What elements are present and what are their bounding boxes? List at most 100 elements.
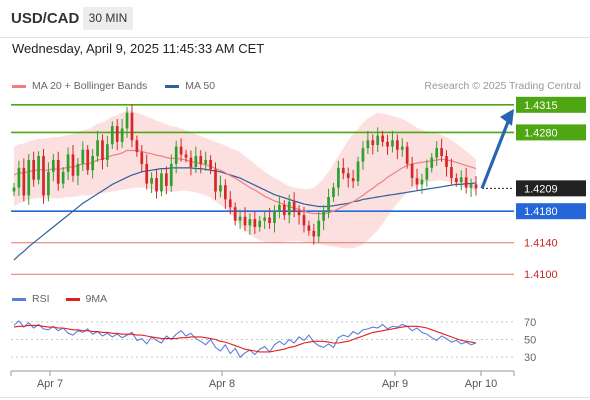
candle-body: [120, 128, 124, 142]
candle-body: [219, 185, 222, 192]
candle-body: [214, 169, 217, 192]
candle-body: [351, 178, 355, 182]
current-price-tag: [516, 180, 586, 197]
candle-body: [110, 126, 114, 145]
candle-body: [174, 146, 178, 164]
candle-body: [332, 187, 335, 198]
candle-body: [297, 211, 301, 216]
candle-body: [346, 173, 350, 179]
current-price-label: 1.4209: [524, 183, 558, 195]
candle-body: [209, 159, 212, 170]
ma9-swatch: [65, 297, 80, 301]
candle-body: [302, 215, 306, 226]
candle-body: [258, 220, 262, 227]
x-tick-label: Apr 9: [382, 378, 408, 390]
rsi-legend: RSI 9MA: [12, 293, 123, 305]
timeframe-selector[interactable]: 30 MIN: [83, 7, 133, 30]
candle-body: [37, 156, 40, 180]
ma9-legend-label: 9MA: [85, 293, 108, 305]
candle-body: [430, 157, 434, 168]
candle-body: [179, 146, 183, 155]
candle-body: [248, 219, 252, 226]
ma20-legend-label: MA 20 + Bollinger Bands: [32, 80, 148, 92]
candle-body: [445, 156, 448, 168]
candle-body: [371, 140, 375, 146]
candle-body: [66, 154, 70, 172]
candle-body: [238, 216, 242, 221]
candle-body: [292, 201, 296, 212]
level-tag-1.4280: [516, 124, 586, 141]
candle-body: [47, 171, 50, 196]
legend-item-rsi: RSI: [12, 293, 50, 305]
x-tick-label: Apr 7: [37, 378, 63, 390]
x-tick-label: Apr 10: [465, 378, 497, 390]
symbol-label: USD/CAD: [11, 10, 80, 27]
bollinger-band: [14, 110, 476, 249]
candle-body: [327, 197, 330, 212]
candle-body: [263, 217, 267, 221]
candle-body: [469, 184, 473, 188]
candle-body: [86, 149, 90, 171]
candle-body: [405, 146, 409, 164]
legend-item-ma9: 9MA: [65, 293, 108, 305]
rsi-ma9-line: [13, 324, 477, 353]
candle-body: [189, 157, 193, 168]
level-label-1.4140: 1.4140: [524, 238, 558, 250]
candle-body: [278, 204, 281, 212]
candle-body: [81, 149, 85, 164]
candle-body: [22, 167, 26, 196]
candle-body: [243, 216, 247, 226]
candle-body: [391, 140, 394, 147]
candle-body: [400, 146, 404, 150]
candle-body: [223, 185, 227, 200]
candle-body: [17, 167, 21, 188]
price-legend: MA 20 + Bollinger Bands MA 50: [12, 80, 233, 92]
candle-body: [106, 144, 109, 160]
candle-body: [125, 112, 129, 129]
candle-body: [194, 156, 198, 168]
candle-body: [454, 178, 458, 183]
candle-body: [135, 140, 139, 153]
forecast-arrow-shaft: [480, 116, 512, 189]
ma50-line: [13, 167, 477, 261]
candle-body: [415, 178, 419, 185]
copyright-text: Research © 2025 Trading Central: [424, 80, 581, 92]
level-label-1.4280: 1.4280: [524, 127, 558, 139]
candle-body: [27, 159, 31, 196]
candle-body: [130, 112, 134, 141]
candle-body: [287, 201, 291, 216]
candle-body: [145, 163, 149, 184]
ma20-line: [13, 149, 477, 215]
level-label-1.4180: 1.4180: [524, 206, 558, 218]
candle-body: [140, 152, 144, 164]
legend-item-ma50: MA 50: [165, 80, 215, 92]
ma20-swatch: [12, 84, 26, 88]
candle-body: [341, 167, 345, 174]
candle-body: [420, 179, 424, 185]
candle-body: [312, 230, 316, 237]
candle-body: [228, 199, 232, 208]
rsi-tick-30: 30: [524, 352, 536, 364]
forecast-arrow-head: [500, 108, 514, 126]
candle-body: [184, 154, 188, 158]
level-tag-1.4180: [516, 203, 586, 220]
candle-body: [253, 219, 257, 227]
candle-body: [204, 159, 208, 164]
candle-body: [282, 204, 286, 216]
candle-body: [71, 154, 75, 176]
rsi-tick-50: 50: [524, 335, 536, 347]
candle-body: [425, 167, 429, 180]
candle-body: [233, 207, 237, 221]
candle-body: [51, 159, 55, 172]
candle-body: [366, 140, 370, 149]
candle-body: [199, 156, 203, 164]
candle-body: [386, 141, 389, 147]
candle-body: [76, 163, 80, 176]
candle-body: [155, 178, 158, 192]
candle-body: [474, 184, 478, 189]
level-label-1.4315: 1.4315: [524, 100, 558, 112]
candle-body: [464, 177, 468, 188]
ma50-swatch: [165, 84, 180, 88]
rsi-legend-label: RSI: [32, 293, 50, 305]
